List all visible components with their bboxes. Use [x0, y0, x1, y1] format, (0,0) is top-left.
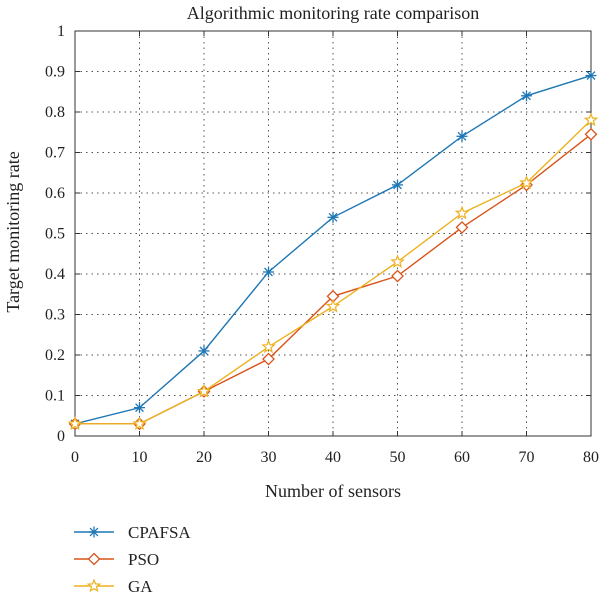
- y-tick-label: 0.8: [45, 104, 65, 121]
- y-tick-label: 0.2: [45, 347, 65, 364]
- data-point: [134, 402, 145, 414]
- data-point: [519, 175, 534, 190]
- data-point: [196, 383, 212, 398]
- x-tick-label: 70: [519, 449, 535, 466]
- data-point: [583, 112, 599, 127]
- data-point: [455, 221, 469, 234]
- legend-marker: [88, 526, 100, 538]
- legend: CPAFSA PSO GA: [74, 523, 191, 596]
- x-tick-label: 10: [132, 449, 148, 466]
- legend-marker: [86, 578, 102, 593]
- y-tick-label: 0.3: [45, 307, 65, 324]
- data-point: [391, 269, 404, 283]
- data-point: [454, 205, 470, 220]
- data-point: [67, 416, 83, 431]
- data-point: [584, 127, 598, 141]
- legend-marker: [87, 552, 101, 566]
- data-point: [198, 345, 210, 357]
- x-tick-label: 30: [261, 449, 277, 466]
- legend-item-ga: GA: [74, 577, 153, 596]
- legend-item-cpafsa: CPAFSA: [74, 523, 191, 542]
- chart-title: Algorithmic monitoring rate comparison: [187, 3, 479, 23]
- data-point: [456, 130, 468, 142]
- data-point: [585, 70, 597, 82]
- legend-label: CPAFSA: [128, 523, 191, 542]
- data-point: [325, 298, 341, 313]
- data-point: [262, 352, 275, 366]
- y-tick-label: 0: [57, 428, 65, 445]
- grid: [75, 31, 591, 436]
- legend-item-pso: PSO: [74, 550, 159, 569]
- series-ga: [67, 112, 599, 431]
- y-tick-label: 1: [57, 23, 65, 40]
- data-point: [263, 266, 274, 278]
- data-point: [327, 211, 339, 223]
- y-tick-label: 0.1: [45, 388, 65, 405]
- data-point: [521, 90, 532, 102]
- x-axis-title: Number of sensors: [265, 481, 401, 501]
- data-point: [261, 339, 276, 354]
- x-tick-label: 80: [583, 449, 599, 466]
- y-axis: 0 0.1 0.2 0.3 0.4 0.5 0.6 0.7 0.8 0.9 1: [45, 23, 591, 445]
- legend-label: PSO: [128, 550, 159, 569]
- series-layer: [67, 70, 599, 431]
- x-tick-label: 20: [196, 449, 212, 466]
- y-tick-label: 0.9: [45, 64, 65, 81]
- series-cpafsa: [69, 70, 597, 430]
- y-axis-title: Target monitoring rate: [3, 151, 23, 312]
- data-point: [392, 179, 403, 191]
- x-tick-label: 60: [454, 449, 470, 466]
- y-tick-label: 0.7: [45, 145, 65, 162]
- x-tick-label: 40: [325, 449, 341, 466]
- data-point: [132, 416, 147, 431]
- series-line: [74, 74, 592, 425]
- x-tick-label: 50: [390, 449, 406, 466]
- x-tick-label: 0: [71, 449, 79, 466]
- y-tick-label: 0.5: [45, 226, 65, 243]
- y-tick-label: 0.4: [45, 266, 65, 283]
- legend-label: GA: [128, 577, 153, 596]
- data-point: [390, 254, 405, 269]
- x-axis: 0 10 20 30 40 50 60 70 80: [71, 31, 599, 466]
- y-tick-label: 0.6: [45, 185, 65, 202]
